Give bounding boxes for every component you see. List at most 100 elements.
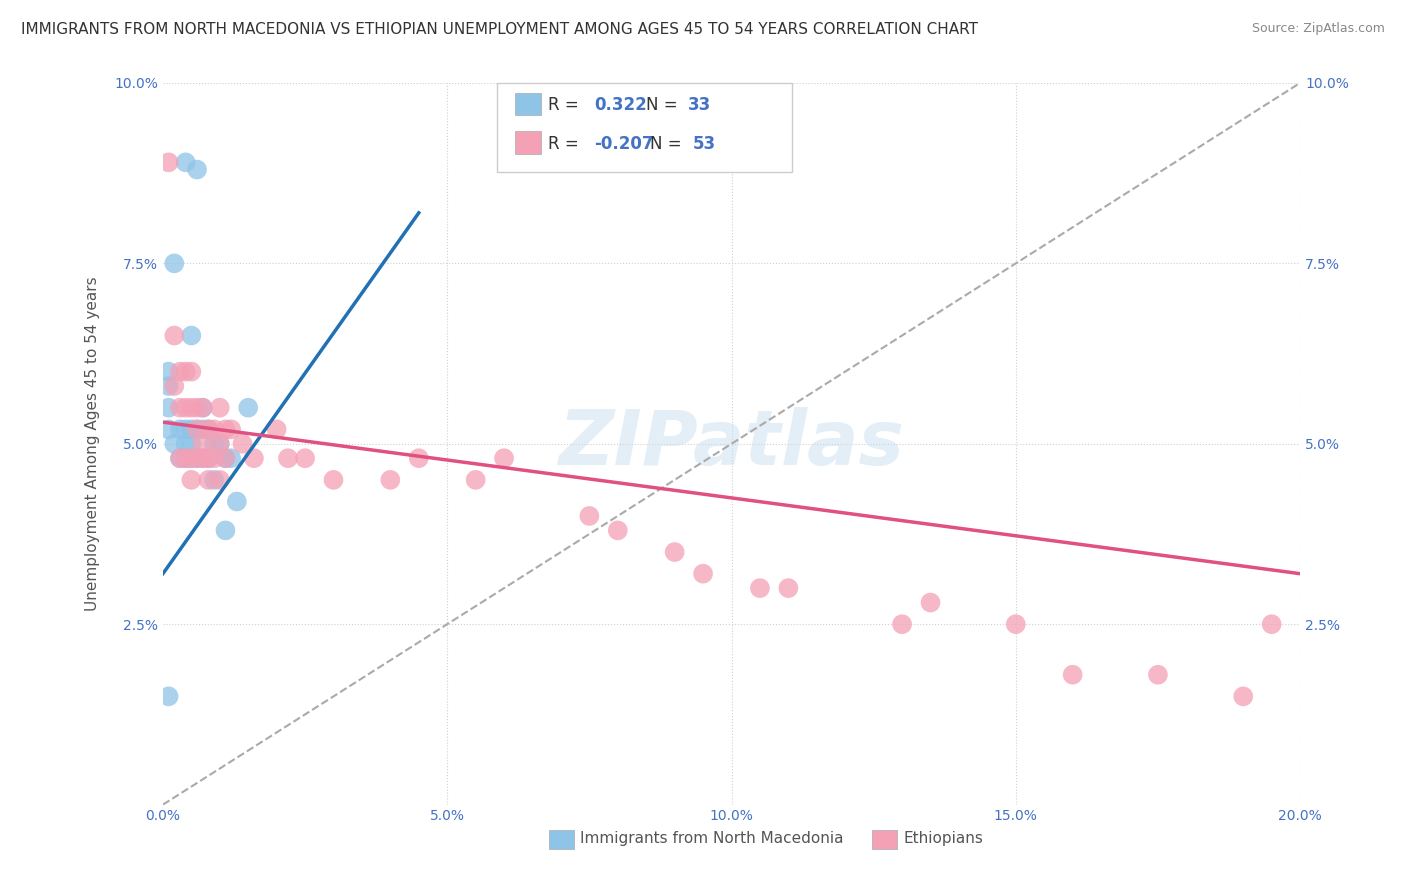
Point	[606, 524, 628, 538]
Point	[180, 451, 202, 466]
Point	[197, 451, 219, 466]
Text: N =: N =	[647, 96, 683, 114]
Point	[186, 401, 208, 415]
Point	[180, 451, 202, 466]
Point	[464, 473, 486, 487]
Point	[778, 581, 800, 595]
Point	[214, 451, 236, 466]
Point	[163, 328, 186, 343]
Point	[891, 617, 914, 632]
Point	[238, 401, 260, 415]
Point	[169, 422, 191, 436]
Point	[202, 473, 225, 487]
Point	[163, 379, 186, 393]
Point	[202, 451, 225, 466]
Point	[202, 437, 225, 451]
Point	[214, 422, 236, 436]
Point	[191, 401, 214, 415]
Text: Immigrants from North Macedonia: Immigrants from North Macedonia	[579, 831, 844, 846]
Point	[186, 162, 208, 177]
Point	[174, 422, 197, 436]
Point	[243, 451, 266, 466]
Point	[920, 596, 942, 610]
Point	[266, 422, 288, 436]
Point	[1062, 667, 1084, 681]
Text: R =: R =	[548, 135, 583, 153]
Text: ZIPatlas: ZIPatlas	[558, 407, 904, 481]
Point	[180, 437, 202, 451]
Text: IMMIGRANTS FROM NORTH MACEDONIA VS ETHIOPIAN UNEMPLOYMENT AMONG AGES 45 TO 54 YE: IMMIGRANTS FROM NORTH MACEDONIA VS ETHIO…	[21, 22, 979, 37]
Point	[174, 451, 197, 466]
Point	[692, 566, 714, 581]
Point	[202, 422, 225, 436]
Point	[231, 437, 253, 451]
Point	[191, 451, 214, 466]
Point	[494, 451, 516, 466]
Point	[169, 401, 191, 415]
Point	[157, 422, 180, 436]
Point	[157, 690, 180, 704]
Text: 0.322: 0.322	[595, 96, 647, 114]
Point	[169, 451, 191, 466]
Point	[219, 451, 242, 466]
Point	[197, 422, 219, 436]
Text: N =: N =	[651, 135, 688, 153]
Point	[163, 256, 186, 270]
Point	[180, 365, 202, 379]
Point	[197, 451, 219, 466]
Point	[219, 422, 242, 436]
Point	[169, 365, 191, 379]
Point	[191, 401, 214, 415]
Point	[186, 422, 208, 436]
Point	[277, 451, 299, 466]
Point	[408, 451, 430, 466]
Point	[1004, 617, 1026, 632]
Point	[208, 437, 231, 451]
Point	[208, 401, 231, 415]
Point	[664, 545, 686, 559]
Point	[174, 437, 197, 451]
Point	[174, 401, 197, 415]
Point	[191, 451, 214, 466]
Point	[169, 451, 191, 466]
Point	[180, 328, 202, 343]
Point	[163, 437, 186, 451]
Point	[180, 422, 202, 436]
Point	[186, 422, 208, 436]
Point	[578, 508, 600, 523]
Point	[322, 473, 344, 487]
Point	[157, 155, 180, 169]
Point	[157, 379, 180, 393]
Point	[225, 494, 247, 508]
Point	[1260, 617, 1282, 632]
Point	[197, 422, 219, 436]
Point	[208, 473, 231, 487]
Point	[191, 437, 214, 451]
Point	[180, 473, 202, 487]
Point	[157, 401, 180, 415]
Point	[380, 473, 402, 487]
Point	[208, 437, 231, 451]
Point	[180, 401, 202, 415]
Point	[748, 581, 770, 595]
Point	[186, 451, 208, 466]
Text: R =: R =	[548, 96, 583, 114]
Point	[214, 524, 236, 538]
Point	[1232, 690, 1254, 704]
Point	[174, 365, 197, 379]
Point	[191, 422, 214, 436]
Text: Source: ZipAtlas.com: Source: ZipAtlas.com	[1251, 22, 1385, 36]
Point	[174, 451, 197, 466]
Point	[197, 473, 219, 487]
Point	[157, 365, 180, 379]
Point	[294, 451, 316, 466]
Point	[1147, 667, 1170, 681]
Text: -0.207: -0.207	[595, 135, 654, 153]
Y-axis label: Unemployment Among Ages 45 to 54 years: Unemployment Among Ages 45 to 54 years	[86, 277, 100, 611]
Point	[214, 451, 236, 466]
Text: Ethiopians: Ethiopians	[903, 831, 983, 846]
Point	[174, 155, 197, 169]
Text: 33: 33	[689, 96, 711, 114]
Point	[186, 451, 208, 466]
Text: 53: 53	[693, 135, 716, 153]
